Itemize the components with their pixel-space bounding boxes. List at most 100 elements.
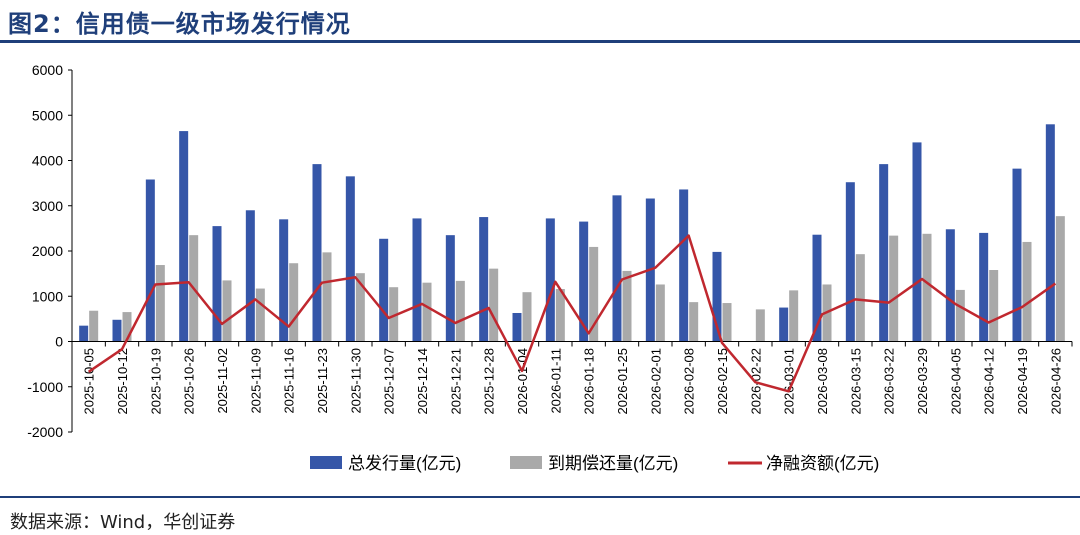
x-tick-label: 2026-04-26 (1048, 348, 1063, 415)
x-tick-label: 2026-01-11 (548, 348, 563, 414)
issuance-bar (812, 234, 822, 342)
maturity-bar (855, 254, 865, 342)
issuance-bar (879, 164, 889, 342)
y-tick-label: 3000 (32, 198, 63, 214)
maturity-bar (589, 246, 599, 342)
issuance-bar (845, 182, 855, 342)
issuance-bar (612, 195, 622, 342)
x-tick-label: 2026-02-15 (715, 348, 730, 415)
issuance-bar (412, 218, 422, 342)
issuance-bar (79, 325, 89, 342)
maturity-bar (455, 280, 465, 342)
x-tick-label: 2025-11-09 (248, 348, 263, 414)
maturity-bar (355, 273, 365, 342)
y-tick-label: 4000 (32, 153, 63, 169)
title-divider (0, 40, 1080, 43)
issuance-bar (579, 221, 589, 342)
x-tick-label: 2026-01-25 (615, 348, 630, 415)
maturity-bar (122, 312, 132, 342)
maturity-bar (389, 287, 399, 342)
x-tick-label: 2025-12-21 (448, 348, 463, 415)
x-tick-label: 2026-04-12 (982, 348, 997, 415)
issuance-bar (512, 312, 522, 342)
x-tick-label: 2025-10-05 (82, 348, 97, 415)
x-tick-label: 2025-12-28 (482, 348, 497, 415)
x-tick-label: 2026-03-08 (815, 348, 830, 415)
maturity-bar (522, 292, 532, 342)
maturity-bar (722, 303, 732, 342)
legend-issuance-label: 总发行量(亿元) (348, 454, 461, 473)
issuance-bar (1012, 168, 1022, 342)
maturity-bar (155, 265, 165, 342)
maturity-bar (255, 288, 265, 342)
x-tick-label: 2026-04-05 (948, 348, 963, 415)
x-tick-label: 2025-10-26 (182, 348, 197, 415)
x-tick-label: 2026-03-01 (782, 348, 797, 415)
issuance-bar (945, 229, 955, 342)
issuance-bar (345, 176, 355, 342)
issuance-bar (979, 232, 989, 342)
legend-net-financing-label: 净融资额(亿元) (766, 454, 879, 473)
y-tick-label: -2000 (27, 424, 63, 440)
y-tick-label: 6000 (32, 62, 63, 78)
x-tick-label: 2025-11-30 (348, 348, 363, 414)
maturity-bar (322, 252, 332, 342)
x-tick-label: 2025-11-16 (282, 348, 297, 414)
x-tick-label: 2026-03-29 (915, 348, 930, 415)
x-tick-label: 2025-10-12 (115, 348, 130, 415)
maturity-bar (655, 284, 665, 342)
y-tick-label: -1000 (27, 379, 63, 395)
x-tick-label: 2026-03-15 (848, 348, 863, 415)
issuance-bar (145, 179, 155, 342)
issuance-bar (545, 218, 555, 342)
maturity-bar (922, 233, 932, 342)
issuance-bar (312, 164, 322, 342)
issuance-bar (445, 235, 455, 342)
issuance-bar (679, 189, 689, 342)
legend-maturity-label: 到期偿还量(亿元) (548, 454, 678, 473)
maturity-bar (489, 268, 499, 342)
issuance-bar (279, 219, 289, 342)
x-tick-label: 2026-02-01 (648, 348, 663, 415)
maturity-bar (89, 310, 99, 342)
maturity-bar (1055, 216, 1065, 342)
y-axis: 6000 5000 4000 3000 2000 1000 0 -1000 -2000 (27, 62, 73, 440)
x-axis: 2025-10-05 2025-10-12 2025-10-19 2025-10-26… (71, 341, 1073, 415)
bar-marks (79, 124, 1065, 342)
issuance-bar (179, 131, 189, 342)
maturity-bar (955, 289, 965, 342)
x-tick-label: 2026-04-19 (1015, 348, 1030, 415)
source-note: 数据来源：Wind，华创证券 (10, 512, 236, 533)
x-tick-label: 2026-03-22 (882, 348, 897, 415)
maturity-bar (1022, 241, 1032, 342)
legend-issuance-swatch (310, 456, 342, 469)
maturity-bar (989, 270, 999, 342)
issuance-bar (112, 319, 122, 342)
issuance-bar (379, 238, 389, 342)
issuance-bar (1045, 124, 1055, 342)
issuance-bar (912, 142, 922, 342)
chart-title: 图2：信用债一级市场发行情况 (8, 10, 351, 38)
net-financing-polyline (87, 234, 1057, 393)
maturity-bar (422, 282, 432, 342)
y-tick-label: 1000 (32, 288, 63, 304)
maturity-bar (222, 280, 232, 342)
maturity-bar (289, 263, 299, 342)
issuance-bar (479, 217, 489, 342)
legend: 总发行量(亿元) 到期偿还量(亿元) 净融资额(亿元) (310, 454, 879, 473)
issuance-bar (245, 210, 255, 342)
x-tick-label: 2025-11-23 (315, 348, 330, 414)
x-tick-label: 2025-12-14 (415, 348, 430, 415)
maturity-bar (555, 289, 565, 342)
bond-issuance-chart: 6000 5000 4000 3000 2000 1000 0 -1000 -2000 2025… (27, 62, 1073, 473)
y-tick-label: 0 (55, 334, 63, 350)
maturity-bar (755, 309, 765, 342)
x-tick-label: 2025-12-07 (382, 348, 397, 415)
issuance-bar (779, 307, 789, 342)
net-financing-line (87, 234, 1057, 393)
x-tick-label: 2026-01-18 (582, 348, 597, 415)
x-tick-label: 2025-10-19 (148, 348, 163, 415)
x-tick-label: 2026-02-08 (682, 348, 697, 415)
y-tick-label: 5000 (32, 107, 63, 123)
x-tick-label: 2025-11-02 (215, 348, 230, 414)
